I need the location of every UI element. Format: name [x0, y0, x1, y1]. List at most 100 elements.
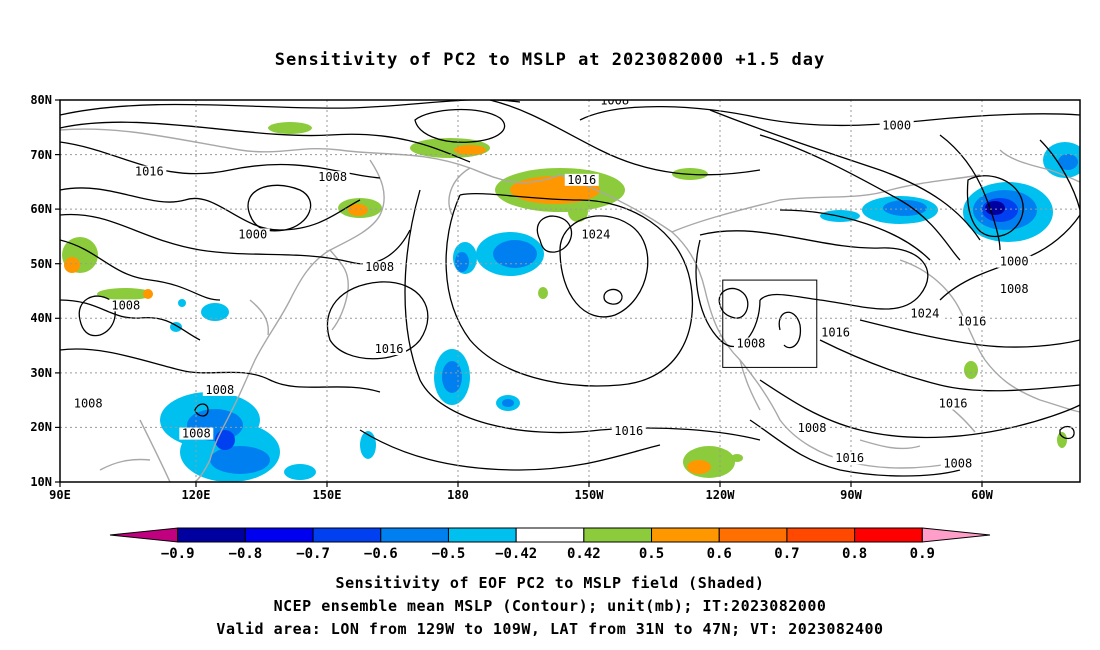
contour-label-bg	[597, 100, 632, 107]
caption-line-2: NCEP ensemble mean MSLP (Contour); unit(…	[273, 597, 827, 615]
colorbar-segment	[651, 527, 720, 543]
lon-label: 120W	[706, 488, 736, 502]
contour-label-bg	[907, 307, 942, 320]
contour-label: 1016	[567, 173, 596, 187]
contour-label: 1008	[798, 421, 827, 435]
contour-label: 1016	[821, 326, 850, 340]
contour-label: 1000	[882, 118, 911, 132]
colorbar-label: −0.8	[229, 546, 263, 562]
contour-label-bg	[733, 337, 768, 350]
contour-label: 1016	[375, 342, 404, 356]
contour-label-bg	[578, 228, 613, 241]
colorbar-label: 0.7	[774, 546, 799, 562]
contour-label: 1024	[910, 307, 939, 321]
contour-label: 1008	[74, 397, 103, 411]
contour-label-bg	[832, 452, 867, 465]
contour-label: 1016	[835, 451, 864, 465]
contour-label: 1008	[1000, 282, 1029, 296]
contour-label-bg	[315, 171, 350, 184]
contour-label-bg	[71, 397, 106, 410]
contour-label: 1008	[111, 298, 140, 312]
colorbar-segment	[380, 527, 449, 543]
caption-line-3: Valid area: LON from 129W to 109W, LAT f…	[216, 620, 884, 638]
lon-label: 90E	[49, 488, 71, 502]
contour-label: 1024	[581, 227, 610, 241]
contour-label: 1000	[238, 227, 267, 241]
contour-label-bg	[611, 424, 646, 437]
colorbar-label: 0.42	[567, 546, 601, 562]
colorbar-segment	[854, 527, 923, 543]
lon-label: 180	[447, 488, 469, 502]
colorbar-segment	[718, 527, 788, 543]
colorbar-segment	[312, 527, 382, 543]
axis-ticks	[55, 99, 983, 487]
contour-label-bg	[372, 343, 407, 356]
colorbar-segment	[109, 527, 179, 543]
contour-label-bg	[940, 457, 975, 470]
colorbar-segment	[447, 527, 517, 543]
caption-line-1: Sensitivity of EOF PC2 to MSLP field (Sh…	[335, 574, 765, 592]
longitude-labels: 90E 120E 150E 180 150W 120W 90W 60W	[49, 488, 993, 502]
contour-label-bg	[936, 397, 971, 410]
colorbar-label: 0.9	[910, 546, 935, 562]
contour-label: 1016	[939, 397, 968, 411]
lat-label: 80N	[30, 93, 52, 107]
contour-label: 1016	[957, 315, 986, 329]
colorbar-segment	[244, 527, 314, 543]
colorbar-label: −0.5	[432, 546, 466, 562]
colorbar-label: 0.6	[707, 546, 732, 562]
lat-label: 70N	[30, 148, 52, 162]
lon-label: 150E	[313, 488, 342, 502]
contour-label-bg	[997, 255, 1032, 268]
colorbar-segment	[177, 527, 246, 543]
contour-label-bg	[795, 422, 830, 435]
lat-label: 30N	[30, 366, 52, 380]
colorbar-segment	[515, 527, 585, 543]
contour-label: 1008	[365, 260, 394, 274]
lon-label: 120E	[182, 488, 211, 502]
colorbar-label: 0.8	[842, 546, 867, 562]
lat-label: 60N	[30, 202, 52, 216]
contour-label-bg	[202, 383, 237, 396]
valid-area-box	[722, 279, 818, 368]
lat-label: 50N	[30, 257, 52, 271]
colorbar: −0.9 −0.8 −0.7 −0.6 −0.5 −0.42 0.42 0.5 0.6 0.7 0.…	[109, 527, 991, 562]
contour-label-bg	[179, 427, 214, 440]
contour-label-bg	[362, 261, 397, 274]
lon-label: 60W	[971, 488, 993, 502]
lat-label: 40N	[30, 311, 52, 325]
contour-label: 1016	[135, 165, 164, 179]
contour-label: 1008	[318, 170, 347, 184]
contour-label: 1016	[614, 424, 643, 438]
graticule	[60, 100, 1080, 482]
contour-label: 1008	[182, 427, 211, 441]
contour-label-bg	[879, 119, 914, 132]
map-title: Sensitivity of PC2 to MSLP at 2023082000…	[274, 50, 826, 70]
contour-label-bg	[564, 173, 599, 186]
latitude-labels: 80N 70N 60N 50N 40N 30N 20N 10N	[30, 93, 52, 489]
colorbar-segment	[786, 527, 856, 543]
contour-label: 1000	[1000, 255, 1029, 269]
contour-label: 1008	[600, 94, 629, 108]
shaded-sensitivity	[62, 122, 1080, 482]
colorbar-label: −0.6	[364, 546, 398, 562]
lon-label: 150W	[575, 488, 605, 502]
contour-label: 1008	[943, 457, 972, 471]
lon-label: 90W	[840, 488, 862, 502]
contour-label: 1008	[205, 383, 234, 397]
colorbar-label: −0.7	[296, 546, 330, 562]
plot-area: 1008 1000 1016 1008 1016 1024 1000 1008 1000 1008…	[60, 94, 1080, 482]
plot-frame	[59, 99, 1081, 483]
colorbar-segment	[921, 527, 991, 543]
colorbar-label: −0.9	[161, 546, 195, 562]
contour-label-bg	[108, 299, 143, 312]
contour-label-bg	[132, 165, 167, 178]
contour-label-bg	[235, 228, 270, 241]
contour-label: 1008	[737, 337, 766, 351]
contour-label-bg	[997, 283, 1032, 295]
lat-label: 20N	[30, 420, 52, 434]
contour-label-bg	[818, 326, 853, 339]
contour-labels: 1008 1000 1016 1008 1016 1024 1000 1008 1000 1008…	[71, 94, 1032, 471]
mslp-contours	[60, 100, 1080, 477]
